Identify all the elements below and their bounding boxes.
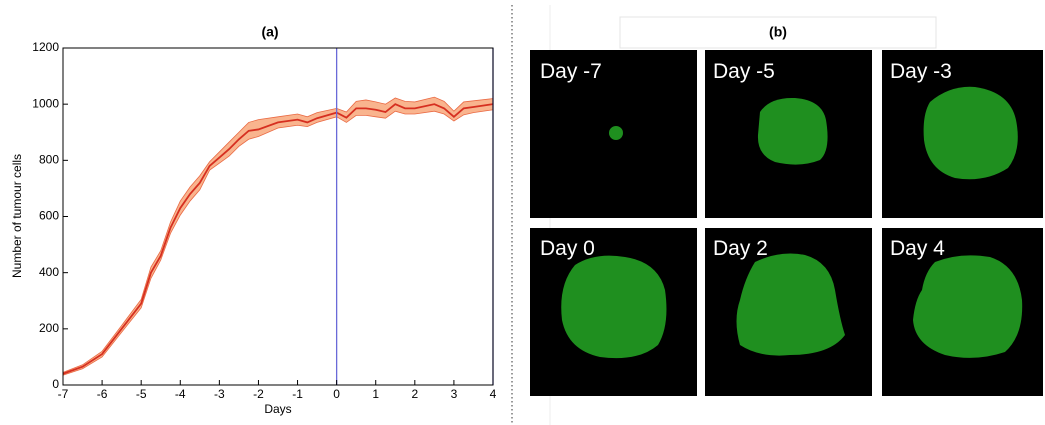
y-tick-label: 0 — [52, 377, 59, 391]
image-panels: Day -7 Day -5 Day -3 Day 0 Day 2 Day 4 — [530, 50, 1043, 396]
y-tick-label: 1000 — [32, 96, 59, 110]
x-tick-label: 0 — [333, 387, 340, 401]
x-tick-label: -3 — [214, 387, 225, 401]
x-axis-label: Days — [264, 402, 291, 416]
chart-title: (a) — [261, 24, 278, 40]
y-tick-label: 600 — [39, 209, 59, 223]
x-tick-label: -2 — [253, 387, 264, 401]
panel-title: (b) — [769, 24, 787, 40]
x-tick-label: -4 — [175, 387, 186, 401]
tumour — [757, 97, 828, 165]
panel-label: Day 0 — [540, 237, 595, 260]
confidence-band — [62, 96, 494, 376]
y-tick-label: 800 — [39, 153, 59, 167]
x-tick-label: 3 — [451, 387, 458, 401]
panel-label: Day 4 — [890, 237, 945, 260]
tumour — [923, 86, 1018, 180]
tumour — [913, 255, 1023, 358]
x-tick-label: -6 — [97, 387, 108, 401]
y-tick-label: 200 — [39, 321, 59, 335]
x-tick-label: 2 — [411, 387, 418, 401]
x-tick-label: 4 — [490, 387, 497, 401]
panel-label: Day -3 — [890, 60, 952, 83]
tumour — [561, 255, 667, 359]
panel-label: Day 2 — [713, 237, 768, 260]
y-tick-label: 1200 — [32, 40, 59, 54]
line — [62, 103, 494, 375]
y-axis-label: Number of tumour cells — [10, 154, 24, 278]
panel-label: Day -5 — [713, 60, 775, 83]
title-box — [619, 16, 937, 49]
y-tick-label: 400 — [39, 265, 59, 279]
x-tick-label: -5 — [136, 387, 147, 401]
x-tick-label: -1 — [292, 387, 303, 401]
x-tick-label: 1 — [372, 387, 379, 401]
tumour — [609, 126, 623, 140]
x-tick-label: -7 — [58, 387, 69, 401]
tumour — [736, 253, 845, 356]
panel-label: Day -7 — [540, 60, 602, 83]
